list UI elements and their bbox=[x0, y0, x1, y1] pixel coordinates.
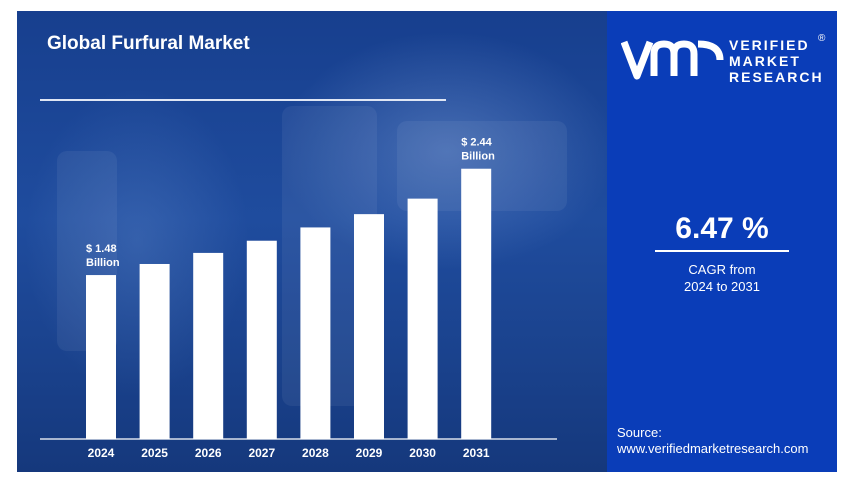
data-label-2031-line2: Billion bbox=[461, 151, 495, 163]
cagr-caption-line2: 2024 to 2031 bbox=[684, 279, 760, 294]
data-label-2024-line1: $ 1.48 bbox=[86, 243, 117, 255]
bar-2026 bbox=[193, 252, 224, 439]
data-label-2031-line1: $ 2.44 bbox=[461, 137, 492, 149]
source-label: Source: bbox=[617, 425, 662, 440]
x-tick-label-2026: 2026 bbox=[195, 446, 222, 460]
brand-market: MARKET bbox=[729, 53, 801, 69]
data-label-2024-line2: Billion bbox=[86, 257, 120, 269]
x-tick-label-2030: 2030 bbox=[409, 446, 436, 460]
vmr-logo-icon bbox=[621, 40, 724, 80]
title-underline bbox=[40, 99, 446, 101]
bar-2029 bbox=[354, 214, 384, 439]
bar-2025 bbox=[139, 263, 170, 439]
brand-research: RESEARCH bbox=[729, 69, 824, 85]
cagr-underline bbox=[655, 250, 789, 252]
registered-mark: ® bbox=[818, 33, 826, 44]
cagr-value: 6.47 % bbox=[675, 212, 769, 245]
brand-verified: VERIFIED bbox=[729, 37, 810, 53]
chart-title: Global Furfural Market bbox=[47, 33, 250, 54]
bar-2024 bbox=[86, 275, 116, 439]
cagr-caption-line1: CAGR from bbox=[688, 262, 756, 277]
x-tick-label-2031: 2031 bbox=[463, 446, 490, 460]
source-url[interactable]: www.verifiedmarketresearch.com bbox=[617, 441, 809, 456]
x-tick-label-2027: 2027 bbox=[248, 446, 275, 460]
bars-group bbox=[86, 168, 492, 439]
bar-2028 bbox=[300, 227, 331, 439]
chart-panel: Global Furfural Market 2024 2025 2026 2027 2… bbox=[17, 11, 607, 472]
x-tick-label-2028: 2028 bbox=[302, 446, 329, 460]
infographic-frame: Global Furfural Market 2024 2025 2026 2027 2… bbox=[17, 11, 837, 472]
bar-2027 bbox=[246, 240, 277, 439]
info-panel: VERIFIED MARKET RESEARCH ® 6.47 % CAGR f… bbox=[607, 11, 837, 472]
x-tick-label-2025: 2025 bbox=[141, 446, 168, 460]
x-tick-label-2029: 2029 bbox=[356, 446, 383, 460]
bar-chart: 2024 2025 2026 2027 2028 2029 2030 2031 $ 1.48 Bi… bbox=[40, 137, 557, 460]
labels-group: 2024 2025 2026 2027 2028 2029 2030 2031 $ 1.48 Bi… bbox=[86, 137, 495, 460]
bar-2031 bbox=[461, 168, 492, 439]
cagr-caption: CAGR from 2024 to 2031 bbox=[607, 261, 837, 295]
bar-2030 bbox=[407, 198, 438, 439]
x-tick-label-2024: 2024 bbox=[88, 446, 115, 460]
